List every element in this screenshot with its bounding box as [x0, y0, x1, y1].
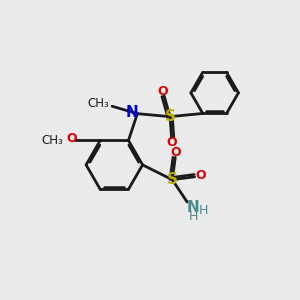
Text: O: O	[195, 169, 206, 182]
Text: S: S	[165, 109, 176, 124]
Text: O: O	[170, 146, 181, 159]
Text: H: H	[188, 210, 198, 224]
Text: O: O	[157, 85, 168, 98]
Text: H: H	[199, 204, 208, 218]
Text: N: N	[187, 200, 200, 215]
Text: S: S	[167, 172, 178, 187]
Text: O: O	[66, 132, 77, 146]
Text: CH₃: CH₃	[42, 134, 64, 147]
Text: O: O	[166, 136, 177, 149]
Text: N: N	[126, 105, 138, 120]
Text: CH₃: CH₃	[88, 97, 110, 110]
